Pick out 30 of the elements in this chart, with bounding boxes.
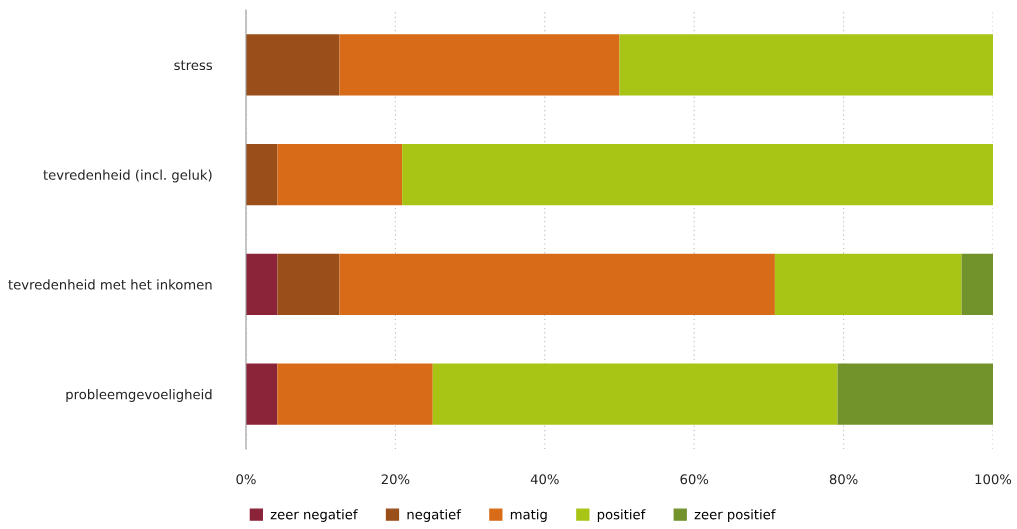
legend-label: zeer positief — [694, 509, 776, 522]
legend-label: matig — [510, 509, 547, 522]
x-tick-label: 80% — [829, 474, 858, 485]
legend-label: zeer negatief — [270, 509, 358, 522]
bar — [339, 253, 775, 316]
bar — [277, 143, 403, 206]
bar — [339, 34, 620, 96]
bar — [837, 363, 993, 425]
bar — [277, 363, 433, 425]
bar — [277, 253, 340, 316]
y-tick-label: stress — [174, 60, 213, 71]
x-tick-label: 0% — [236, 474, 256, 485]
bar — [961, 253, 993, 316]
x-tick-label: 40% — [530, 474, 559, 485]
x-tick-label: 20% — [381, 474, 410, 485]
bar — [774, 253, 962, 316]
y-tick-label: tevredenheid (incl. geluk) — [43, 169, 212, 183]
bar — [402, 143, 993, 206]
bar — [246, 143, 278, 206]
bar — [246, 253, 278, 316]
x-tick-label: 60% — [680, 474, 709, 485]
legend-label: negatief — [407, 509, 462, 522]
y-tick-label: tevredenheid met het inkomen — [8, 279, 212, 290]
bar — [432, 363, 838, 425]
legend-label: positief — [597, 509, 646, 522]
bar — [246, 34, 340, 96]
x-tick-label: 100% — [975, 474, 1012, 485]
y-tick-label: probleemgevoeligheid — [66, 389, 212, 402]
bar — [246, 363, 278, 425]
bar — [619, 34, 993, 96]
